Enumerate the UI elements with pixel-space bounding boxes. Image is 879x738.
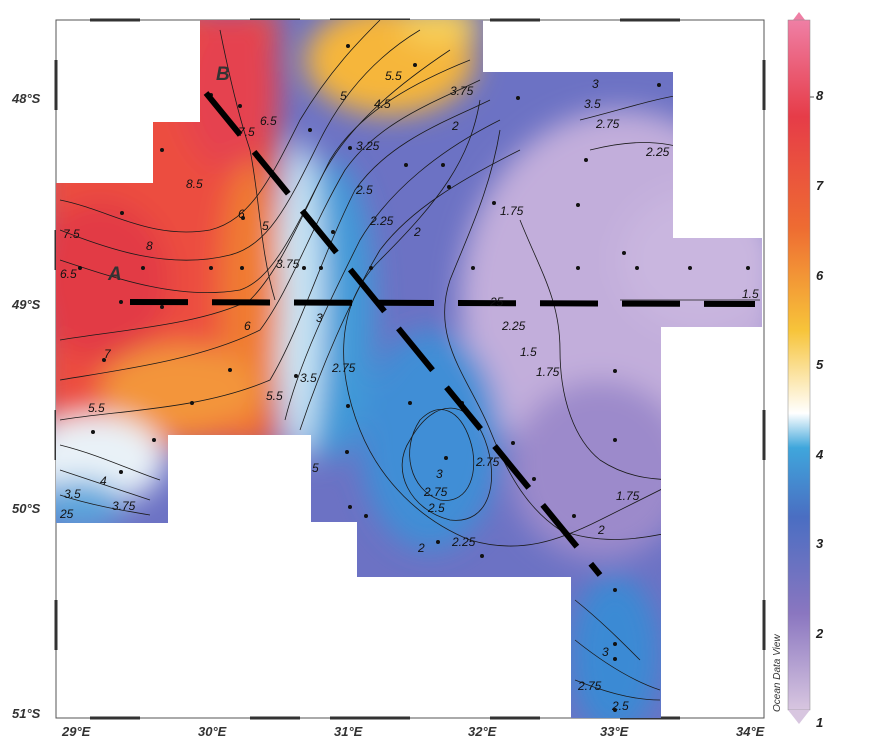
contour-label: 1.5 bbox=[520, 345, 537, 359]
contour-label: 2.25 bbox=[451, 535, 476, 549]
contour-label: 3 bbox=[436, 467, 443, 481]
contour-label: 3.5 bbox=[584, 97, 601, 111]
colorbar-tick-label: 2 bbox=[815, 626, 824, 641]
contour-label: 5.5 bbox=[385, 69, 402, 83]
lon-tick-label: 33°E bbox=[600, 724, 629, 738]
contour-label: 3.5 bbox=[64, 487, 81, 501]
contour-label: 25 bbox=[59, 507, 74, 521]
lon-tick-label: 31°E bbox=[334, 724, 363, 738]
contour-label: 1.5 bbox=[742, 287, 759, 301]
contour-label: 8 bbox=[146, 239, 153, 253]
contour-label: 3.75 bbox=[450, 84, 474, 98]
lon-tick-label: 29°E bbox=[61, 724, 91, 738]
colorbar-tick-label: 1 bbox=[816, 715, 823, 730]
contour-label: 7 bbox=[104, 347, 112, 361]
contour-label: 5 bbox=[262, 219, 269, 233]
contour-label: 2.5 bbox=[611, 699, 629, 713]
contour-label: 6.5 bbox=[60, 267, 77, 281]
contour-label: 2.25 bbox=[501, 319, 526, 333]
latitude-axis: 48°S 49°S 50°S 51°S bbox=[11, 91, 41, 721]
lon-tick-label: 32°E bbox=[468, 724, 497, 738]
colorbar-bottom-arrow bbox=[788, 710, 810, 724]
contour-label: 2.5 bbox=[355, 183, 373, 197]
contour-label: 2.75 bbox=[475, 455, 500, 469]
lat-tick-label: 49°S bbox=[11, 297, 41, 312]
contour-label: 1.75 bbox=[500, 204, 524, 218]
contour-label: 6 bbox=[238, 207, 245, 221]
contour-label: 3 bbox=[316, 311, 323, 325]
contour-label: 7.5 bbox=[63, 227, 80, 241]
colorbar-tick-label: 7 bbox=[816, 178, 824, 193]
colorbar-gradient bbox=[787, 19, 811, 711]
colorbar-tick-label: 6 bbox=[816, 268, 824, 283]
lat-tick-label: 51°S bbox=[12, 706, 41, 721]
contour-label: 2 bbox=[417, 541, 425, 555]
contour-lines bbox=[59, 20, 760, 701]
lon-tick-label: 34°E bbox=[736, 724, 765, 738]
colorbar-tick-label: 8 bbox=[816, 88, 824, 103]
transect-a bbox=[129, 299, 756, 307]
ocean-data-view-watermark: Ocean Data View bbox=[772, 634, 783, 712]
contour-label: 2.75 bbox=[577, 679, 602, 693]
contour-label: 6.5 bbox=[260, 114, 277, 128]
contour-label: 5 bbox=[312, 461, 319, 475]
contour-label: 2.25 bbox=[645, 145, 670, 159]
contour-label: 1.75 bbox=[536, 365, 560, 379]
contour-label: 3 bbox=[602, 645, 609, 659]
longitude-axis: 29°E 30°E 31°E 32°E 33°E 34°E bbox=[61, 724, 765, 738]
station-dots bbox=[78, 44, 750, 712]
contour-label: 2.75 bbox=[423, 485, 448, 499]
contour-label: 3.75 bbox=[276, 257, 300, 271]
contour-label: 3.25 bbox=[356, 139, 380, 153]
contour-label: 25 bbox=[489, 295, 504, 309]
contour-label: 2 bbox=[451, 119, 459, 133]
contour-label: 3.75 bbox=[112, 499, 136, 513]
colorbar-top-arrow bbox=[793, 12, 805, 20]
contour-label: 5.5 bbox=[266, 389, 283, 403]
contour-label: 3.5 bbox=[300, 371, 317, 385]
contour-label: 2.75 bbox=[331, 361, 356, 375]
transect-b-label: B bbox=[216, 64, 230, 85]
lat-tick-label: 48°S bbox=[11, 91, 41, 106]
colorbar-tick-label: 4 bbox=[815, 447, 824, 462]
contour-label: 2.5 bbox=[427, 501, 445, 515]
transect-a-label: A bbox=[107, 264, 122, 285]
lat-tick-label: 50°S bbox=[12, 501, 41, 516]
contour-label: 3 bbox=[592, 77, 599, 91]
colorbar-tick-label: 3 bbox=[816, 536, 824, 551]
contour-label: 8.5 bbox=[186, 177, 203, 191]
colorbar: 8 7 6 5 4 3 2 1 Ocean Data View bbox=[772, 12, 824, 730]
contour-label: 2.25 bbox=[369, 214, 394, 228]
contour-label: 4.5 bbox=[374, 97, 391, 111]
contour-label: 2.75 bbox=[595, 117, 620, 131]
contour-label: 5.5 bbox=[88, 401, 105, 415]
contour-label: 2 bbox=[597, 523, 605, 537]
contour-label: 2 bbox=[413, 225, 421, 239]
colorbar-tick-label: 5 bbox=[816, 357, 824, 372]
contour-label: 4 bbox=[100, 474, 107, 488]
contour-label: 6 bbox=[244, 319, 251, 333]
contour-labels: 5.5 3.75 4.5 3.5 3 2.75 3.25 2.25 2 1.75… bbox=[59, 69, 759, 713]
contour-label: 5 bbox=[340, 89, 347, 103]
lon-tick-label: 30°E bbox=[198, 724, 227, 738]
contour-label: 1.75 bbox=[616, 489, 640, 503]
transect-b bbox=[203, 91, 603, 577]
contour-label: 7.5 bbox=[238, 125, 255, 139]
